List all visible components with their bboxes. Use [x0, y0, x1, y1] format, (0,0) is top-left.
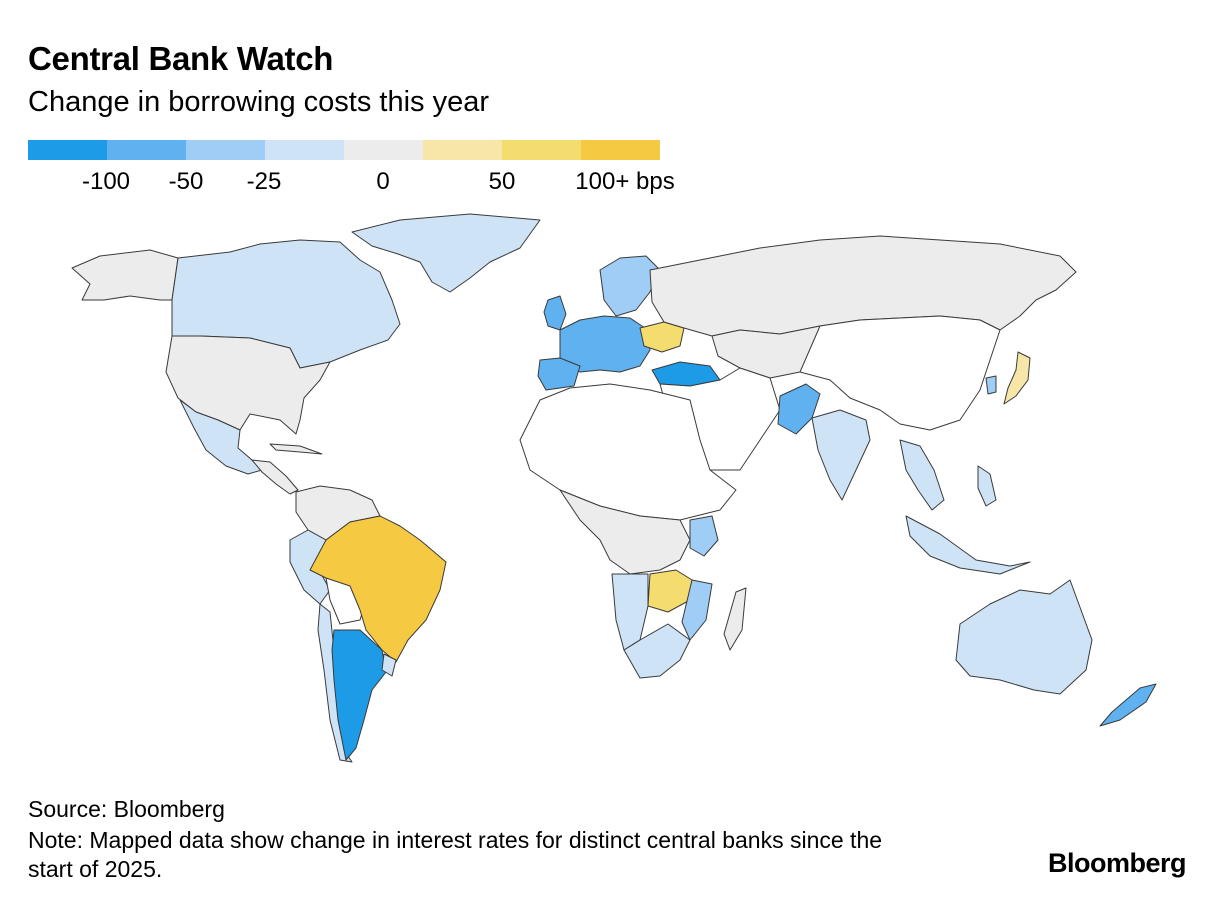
region-brazil	[309, 515, 447, 663]
region-caribbean	[269, 443, 323, 455]
region-argentina	[331, 629, 387, 761]
region-africa-central	[559, 489, 691, 575]
region-scandinavia	[599, 255, 661, 317]
legend-label: -100	[81, 168, 131, 195]
legend-swatch	[107, 140, 186, 160]
legend-swatch	[344, 140, 423, 160]
region-korea	[985, 375, 997, 395]
bloomberg-logo: Bloomberg	[1047, 848, 1187, 878]
legend-label: 100+ bps	[575, 168, 675, 195]
legend-label: -50	[168, 168, 204, 195]
legend-label: 0	[376, 168, 390, 195]
legend-label: -25	[246, 168, 282, 195]
region-south-africa	[623, 623, 691, 679]
legend-swatch	[28, 140, 107, 160]
legend-labels: -100 -50 -25 0 50 100+ bps	[28, 168, 708, 198]
region-australia	[955, 579, 1093, 695]
chart-subtitle: Change in borrowing costs this year	[28, 86, 490, 118]
legend-swatch	[502, 140, 581, 160]
region-india	[811, 409, 871, 501]
region-new-zealand	[1099, 683, 1157, 727]
region-uk	[543, 295, 567, 331]
legend-swatch	[423, 140, 502, 160]
footnote: Note: Mapped data show change in interes…	[28, 827, 883, 882]
region-madagascar	[723, 587, 747, 651]
chart-title: Central Bank Watch	[28, 40, 334, 77]
legend-swatch	[581, 140, 660, 160]
source-note: Source: Bloomberg	[28, 796, 225, 822]
color-legend	[28, 140, 660, 160]
region-spain	[537, 357, 581, 391]
legend-swatch	[186, 140, 265, 160]
region-indonesia	[905, 515, 1031, 575]
region-se-asia	[899, 439, 945, 511]
region-philippines	[977, 465, 997, 507]
region-uruguay	[381, 653, 397, 677]
region-china	[799, 315, 1001, 431]
region-alaska	[71, 249, 179, 301]
region-japan	[1003, 351, 1031, 405]
region-greenland	[351, 213, 541, 293]
region-central-america	[251, 459, 299, 495]
legend-swatch	[265, 140, 344, 160]
region-kenya	[689, 515, 719, 557]
world-map	[71, 213, 1157, 763]
region-africa-north	[519, 383, 737, 521]
region-mozambique	[681, 579, 713, 641]
legend-label: 50	[488, 168, 516, 195]
